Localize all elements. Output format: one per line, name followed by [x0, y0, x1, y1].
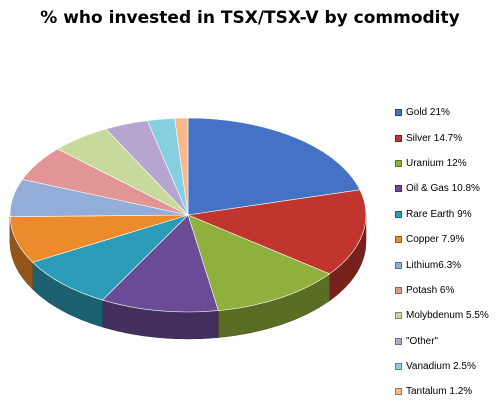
legend-swatch: [395, 210, 402, 218]
legend-swatch: [395, 388, 402, 396]
legend-item-copper: Copper 7.9%: [395, 227, 500, 252]
legend-item-uranium: Uranium 12%: [395, 151, 500, 176]
legend-label: "Other": [406, 335, 439, 347]
legend-swatch: [395, 134, 402, 142]
legend-label: Tantalum 1.2%: [406, 386, 473, 398]
legend-label: Molybdenum 5.5%: [406, 310, 489, 322]
legend-item-gold: Gold 21%: [395, 100, 500, 125]
legend-label: Copper 7.9%: [406, 234, 465, 246]
legend-item-silver: Silver 14.7%: [395, 125, 500, 150]
pie-slice-tantalum: [174, 117, 189, 216]
legend-item-tantalum: Tantalum 1.2%: [395, 379, 500, 404]
pie-top-faces: [9, 117, 367, 313]
pie-slice-silver: [186, 189, 367, 275]
legend-label: Oil & Gas 10.8%: [406, 183, 480, 195]
legend-label: Lithium6.3%: [406, 259, 462, 271]
legend-item-molybdenum: Molybdenum 5.5%: [395, 303, 500, 328]
legend-swatch: [395, 159, 402, 167]
legend-swatch: [395, 337, 402, 345]
chart-title: % who invested in TSX/TSX-V by commodity: [40, 8, 460, 28]
legend-swatch: [395, 286, 402, 294]
legend-swatch: [395, 312, 402, 320]
legend-swatch: [395, 185, 402, 193]
legend-swatch: [395, 236, 402, 244]
legend-swatch: [395, 109, 402, 117]
legend: Gold 21% Silver 14.7% Uranium 12% Oil & Gas…: [395, 100, 500, 405]
legend-item-rare-earth: Rare Earth 9%: [395, 202, 500, 227]
legend-swatch: [395, 363, 402, 371]
legend-item-vanadium: Vanadium 2.5%: [395, 354, 500, 379]
legend-label: Silver 14.7%: [406, 132, 463, 144]
pie-slice-oil-gas: [101, 214, 219, 313]
legend-item-oil-gas: Oil & Gas 10.8%: [395, 176, 500, 201]
pie-slice-gold: [187, 117, 361, 216]
legend-item-lithium: Lithium6.3%: [395, 252, 500, 277]
legend-label: Vanadium 2.5%: [406, 361, 476, 373]
legend-swatch: [395, 261, 402, 269]
legend-label: Uranium 12%: [406, 157, 467, 169]
legend-label: Potash 6%: [406, 284, 455, 296]
legend-item-potash: Potash 6%: [395, 278, 500, 303]
legend-label: Rare Earth 9%: [406, 208, 472, 220]
legend-item-other: "Other": [395, 329, 500, 354]
pie-slice-rare-earth: [31, 214, 189, 301]
pie-slice-uranium: [187, 214, 331, 311]
legend-label: Gold 21%: [406, 107, 450, 119]
